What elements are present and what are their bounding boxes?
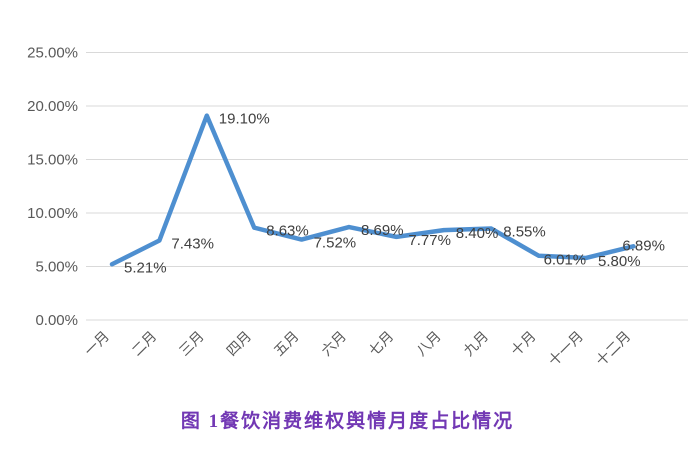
- data-point-label: 8.63%: [266, 223, 309, 240]
- data-point-label: 7.52%: [314, 235, 357, 252]
- data-point-label: 8.69%: [361, 222, 404, 239]
- y-axis-tick-label: 5.00%: [35, 259, 78, 276]
- x-axis-tick-label: 一月: [81, 328, 112, 359]
- y-axis-tick-label: 15.00%: [27, 152, 78, 169]
- y-axis-tick-label: 25.00%: [27, 45, 78, 62]
- y-axis-tick-label: 20.00%: [27, 98, 78, 115]
- x-axis-tick-label: 二月: [128, 328, 159, 359]
- x-axis-tick-label: 十一月: [545, 328, 586, 369]
- x-axis-tick-label: 七月: [365, 328, 396, 359]
- data-point-label: 8.40%: [456, 225, 499, 242]
- data-point-label: 19.10%: [219, 111, 270, 128]
- x-axis-tick-label: 十月: [508, 328, 539, 359]
- x-axis-tick-label: 十二月: [593, 328, 634, 369]
- x-axis-tick-label: 五月: [271, 328, 302, 359]
- data-point-label: 7.43%: [171, 235, 214, 252]
- data-line-series: [109, 113, 636, 267]
- data-point-label: 5.21%: [124, 259, 167, 276]
- data-point-label: 6.89%: [622, 237, 665, 254]
- data-point-label: 7.77%: [408, 232, 451, 249]
- y-axis-tick-label: 0.00%: [35, 312, 78, 329]
- data-point-label: 6.01%: [544, 252, 587, 269]
- x-axis-tick-label: 三月: [176, 328, 207, 359]
- y-axis-tick-label: 10.00%: [27, 205, 78, 222]
- line-chart-svg: 0.00% 5.00% 10.00% 15.00% 20.00% 25.00% 一月 二月 三月…: [27, 45, 688, 369]
- x-axis-tick-label: 四月: [223, 328, 254, 359]
- x-axis-tick-label: 八月: [413, 328, 444, 359]
- data-point-label: 5.80%: [598, 253, 641, 270]
- figure-caption: 图 1餐饮消费维权舆情月度占比情况: [180, 411, 515, 432]
- line-chart: 0.00% 5.00% 10.00% 15.00% 20.00% 25.00% 一月 二月 三月…: [27, 45, 688, 369]
- x-axis-tick-label: 六月: [318, 328, 349, 359]
- x-axis-tick-label: 九月: [460, 328, 491, 359]
- data-point-label: 8.55%: [503, 224, 546, 241]
